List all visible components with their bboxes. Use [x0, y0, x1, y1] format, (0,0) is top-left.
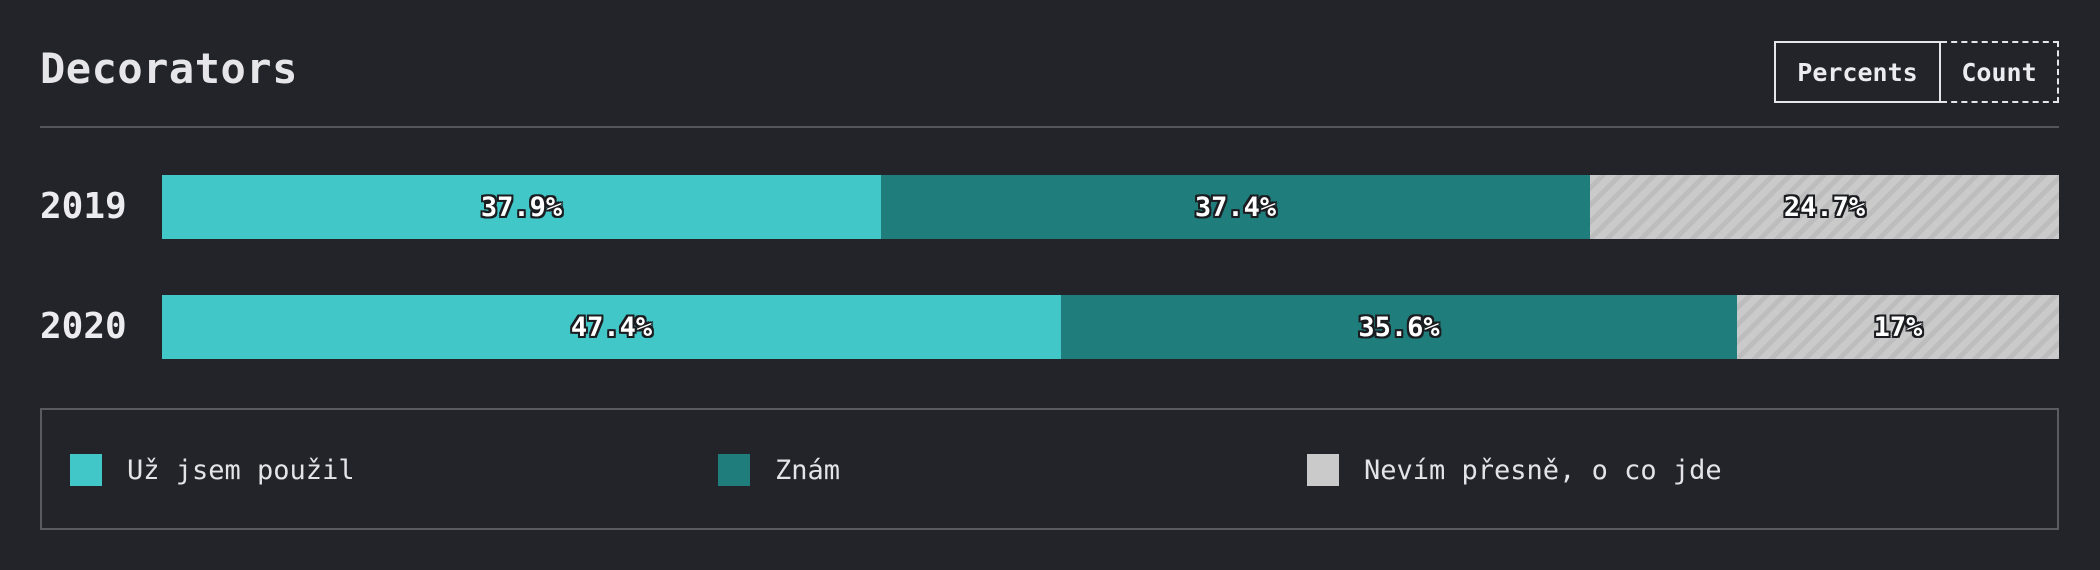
- legend-swatch-unknown: [1307, 454, 1339, 486]
- data-label: 37.4%: [1194, 191, 1277, 223]
- data-label: 47.4%: [570, 311, 653, 343]
- data-label: 24.7%: [1783, 191, 1866, 223]
- row-label-2019: 2019: [40, 186, 127, 227]
- legend-label-unknown: Nevím přesně, o co jde: [1364, 454, 1722, 486]
- data-label: 35.6%: [1358, 311, 1440, 343]
- bar-segment-used-2020[interactable]: 47.4%: [162, 295, 1061, 359]
- view-mode-toggle: Percents Count: [1774, 41, 2059, 103]
- bar-segment-used-2019[interactable]: 37.9%: [162, 175, 881, 239]
- legend-swatch-know: [718, 454, 750, 486]
- bar-segment-know-2020[interactable]: 35.6%: [1061, 295, 1737, 359]
- data-label: 17%: [1873, 311, 1923, 343]
- chart-title: Decorators: [40, 44, 298, 93]
- bar-segment-know-2019[interactable]: 37.4%: [881, 175, 1590, 239]
- legend-item-know[interactable]: Znám: [718, 454, 840, 486]
- bar-row-2020: 47.4% 35.6% 17%: [162, 295, 2059, 359]
- count-button[interactable]: Count: [1941, 41, 2059, 103]
- legend-swatch-used: [70, 454, 102, 486]
- bar-segment-unknown-2020[interactable]: 17%: [1737, 295, 2059, 359]
- data-label: 37.9%: [480, 191, 563, 223]
- legend-label-know: Znám: [775, 454, 841, 486]
- percents-button[interactable]: Percents: [1774, 41, 1941, 103]
- legend-item-used[interactable]: Už jsem použil: [70, 454, 355, 486]
- row-label-2020: 2020: [40, 306, 127, 347]
- bar-segment-unknown-2019[interactable]: 24.7%: [1590, 175, 2059, 239]
- bar-row-2019: 37.9% 37.4% 24.7%: [162, 175, 2059, 239]
- chart-legend: Už jsem použil Znám Nevím přesně, o co jde: [40, 408, 2059, 530]
- header-divider: [40, 126, 2059, 128]
- legend-label-used: Už jsem použil: [127, 454, 355, 486]
- legend-item-unknown[interactable]: Nevím přesně, o co jde: [1307, 454, 1722, 486]
